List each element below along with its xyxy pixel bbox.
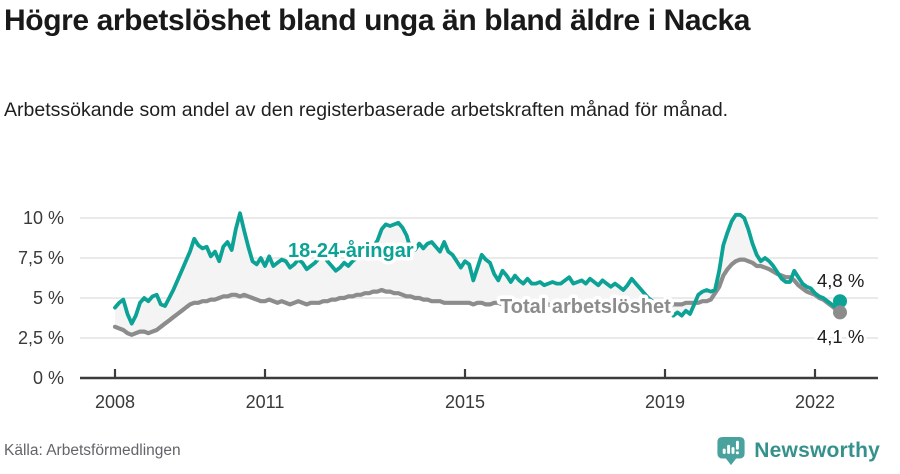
series-line-total xyxy=(112,257,843,337)
page-title: Högre arbetslöshet bland unga än bland ä… xyxy=(4,4,751,37)
end-value-label-total: 4,1 % xyxy=(817,326,864,347)
x-tick-label: 2011 xyxy=(246,392,285,412)
end-value-label-young: 4,8 % xyxy=(817,270,864,291)
x-tick-label: 2008 xyxy=(95,392,135,412)
x-tick-label: 2022 xyxy=(795,392,835,412)
series-line-young xyxy=(113,211,842,326)
series-label-total: Total arbetslöshet xyxy=(500,296,671,318)
fill-between-area xyxy=(115,213,840,335)
chart-subtitle: Arbetssökande som andel av den registerb… xyxy=(4,99,729,121)
newsworthy-icon xyxy=(717,436,745,466)
newsworthy-wordmark: Newsworthy xyxy=(754,439,880,462)
y-tick-label: 0 % xyxy=(33,368,64,388)
newsworthy-logo: Newsworthy xyxy=(716,435,880,467)
y-tick-label: 5 % xyxy=(33,288,64,308)
source-note: Källa: Arbetsförmedlingen xyxy=(4,442,181,459)
end-dot-total xyxy=(833,305,847,320)
x-tick-label: 2019 xyxy=(645,392,685,412)
chart-footer: Källa: Arbetsförmedlingen Newsworthy xyxy=(4,434,880,468)
series-label-young: 18-24-åringar xyxy=(288,239,414,262)
y-tick-label: 10 % xyxy=(23,208,64,228)
y-tick-label: 2,5 % xyxy=(18,328,64,348)
y-tick-label: 7,5 % xyxy=(18,248,64,268)
end-dot-young xyxy=(833,294,847,309)
x-tick-label: 2015 xyxy=(445,392,485,412)
